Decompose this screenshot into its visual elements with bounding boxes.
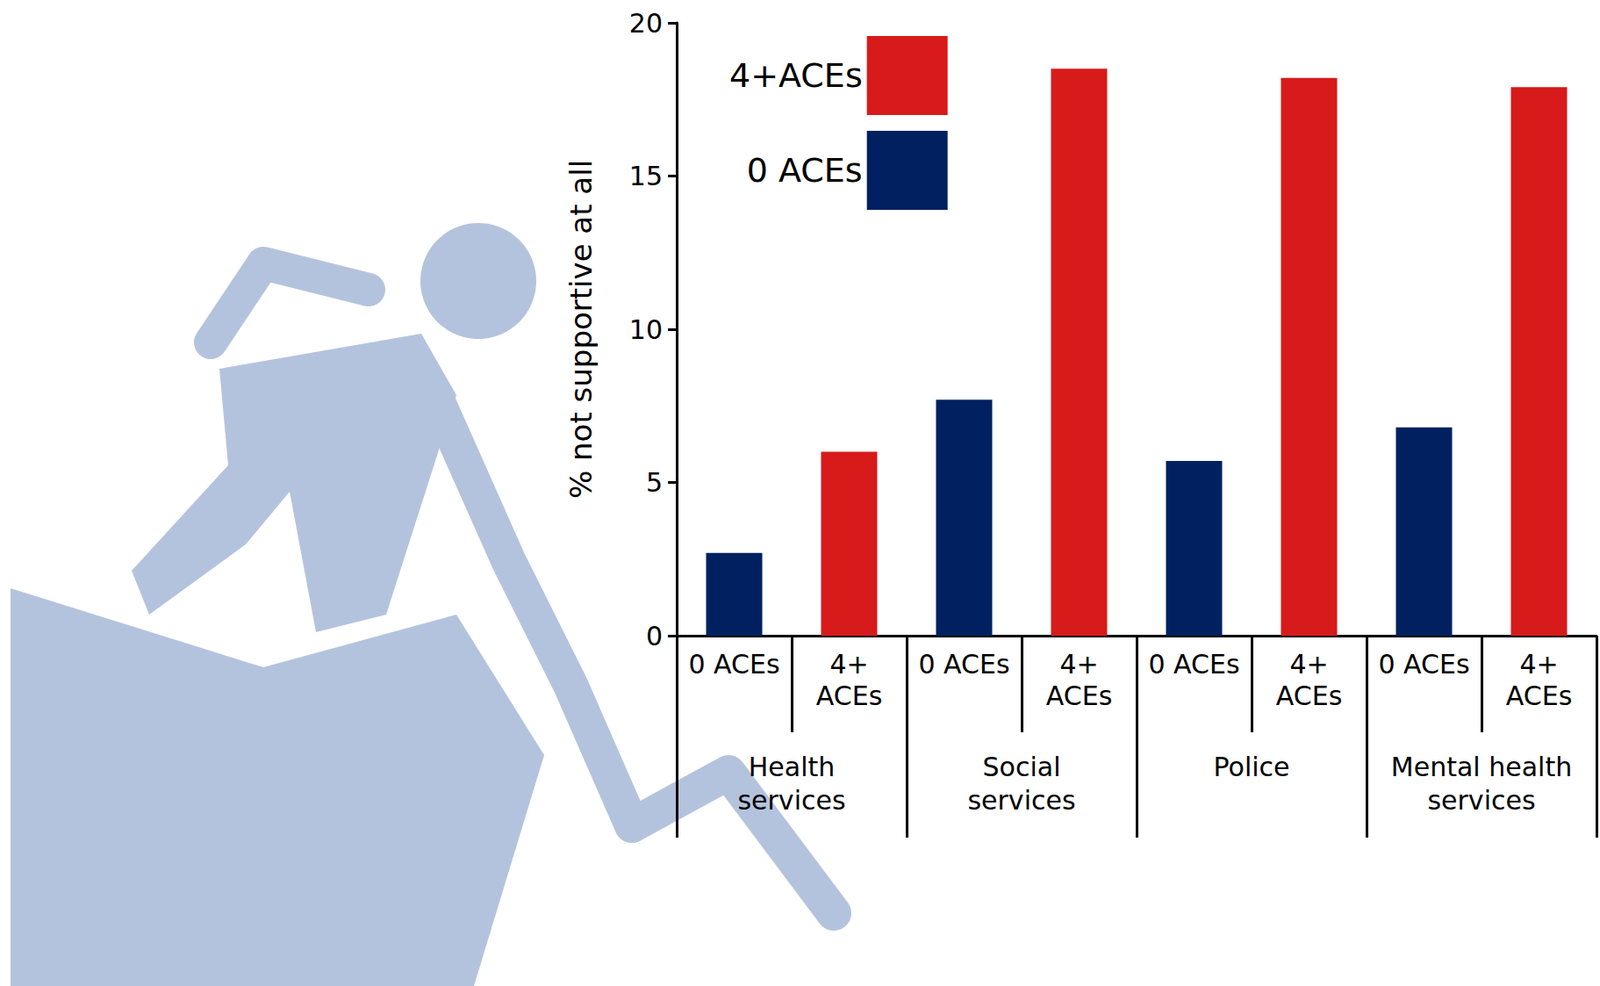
- svg-text:ACEs: ACEs: [816, 680, 883, 711]
- svg-text:services: services: [1427, 784, 1536, 816]
- svg-text:ACEs: ACEs: [1506, 680, 1573, 711]
- svg-text:Police: Police: [1213, 751, 1291, 783]
- svg-text:ACEs: ACEs: [1046, 680, 1113, 711]
- svg-text:10: 10: [629, 314, 663, 345]
- svg-text:5: 5: [645, 466, 663, 498]
- svg-text:20: 20: [629, 7, 663, 39]
- svg-text:services: services: [737, 784, 846, 816]
- svg-text:4+: 4+: [1289, 648, 1328, 680]
- svg-text:0 ACEs: 0 ACEs: [918, 648, 1010, 680]
- svg-text:0 ACEs: 0 ACEs: [688, 648, 780, 680]
- svg-text:ACEs: ACEs: [1276, 680, 1343, 711]
- svg-text:0 ACEs: 0 ACEs: [746, 150, 863, 190]
- svg-text:0 ACEs: 0 ACEs: [1377, 648, 1470, 680]
- svg-text:Social: Social: [982, 751, 1062, 783]
- svg-text:4+: 4+: [1059, 648, 1098, 680]
- svg-text:15: 15: [629, 160, 663, 192]
- svg-text:4+ACEs: 4+ACEs: [729, 56, 863, 95]
- svg-text:services: services: [967, 784, 1076, 816]
- svg-text:0 ACEs: 0 ACEs: [1147, 648, 1240, 680]
- svg-text:4+: 4+: [829, 648, 869, 680]
- svg-text:% not supportive at all: % not supportive at all: [563, 159, 599, 499]
- svg-text:Health: Health: [748, 751, 836, 783]
- svg-text:0: 0: [645, 620, 663, 652]
- svg-text:4+: 4+: [1519, 648, 1558, 680]
- svg-text:Mental health: Mental health: [1391, 751, 1572, 783]
